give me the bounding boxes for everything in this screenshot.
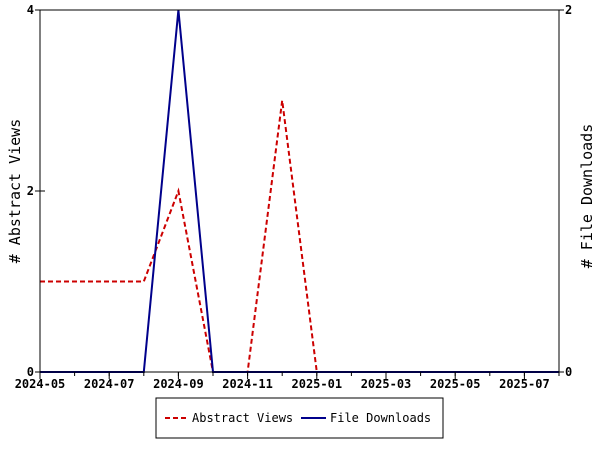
- right-y-tick-label: 0: [565, 365, 572, 379]
- series-layer: [40, 9, 559, 373]
- axis-layer: 2024-05 2024-07 2024-09 2024-11 2025-01 2025-…: [15, 3, 573, 391]
- x-tick-label: 2024-11: [222, 377, 273, 391]
- right-y-tick-label: 2: [565, 3, 572, 17]
- legend-label-abstract-views: Abstract Views: [192, 411, 293, 425]
- legend-label-file-downloads: File Downloads: [330, 411, 431, 425]
- plot-area-frame: [39, 9, 560, 373]
- x-tick-label: 2025-07: [499, 377, 550, 391]
- left-y-tick-label: 4: [27, 3, 34, 17]
- series-line-abstract-views: [40, 100, 559, 373]
- legend: Abstract Views File Downloads: [155, 397, 444, 439]
- x-tick-label: 2025-03: [361, 377, 412, 391]
- legend-box: [155, 397, 444, 439]
- x-tick-label: 2024-09: [153, 377, 204, 391]
- left-y-tick-label: 2: [27, 184, 34, 198]
- right-axis-title: # File Downloads: [578, 124, 596, 269]
- x-tick-label: 2024-07: [84, 377, 135, 391]
- x-tick-label: 2025-01: [292, 377, 343, 391]
- left-y-tick-label: 0: [27, 365, 34, 379]
- series-line-file-downloads: [40, 9, 559, 373]
- x-tick-label: 2025-05: [430, 377, 481, 391]
- left-axis-title: # Abstract Views: [6, 119, 24, 264]
- x-tick-label: 2024-05: [15, 377, 66, 391]
